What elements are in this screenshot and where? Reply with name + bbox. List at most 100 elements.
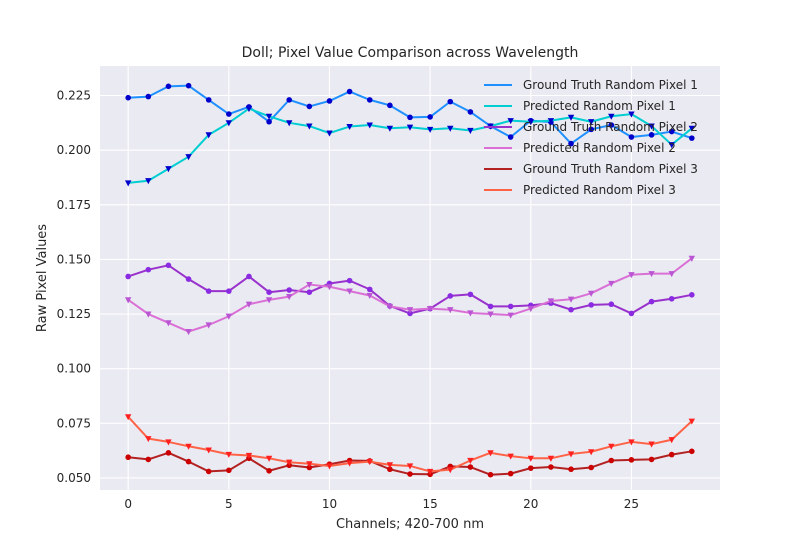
x-tick-label: 10 xyxy=(322,497,337,511)
data-point xyxy=(426,468,434,475)
data-point xyxy=(165,83,172,90)
y-tick-label: 0.075 xyxy=(57,416,91,430)
data-point xyxy=(668,437,675,444)
data-point xyxy=(568,140,574,147)
data-point xyxy=(608,443,615,450)
data-point xyxy=(185,276,192,282)
data-point xyxy=(648,271,655,278)
data-point xyxy=(547,118,555,125)
data-point xyxy=(447,307,454,314)
data-point xyxy=(628,111,635,118)
data-point xyxy=(326,130,333,137)
data-point xyxy=(407,471,413,477)
data-point xyxy=(447,98,454,105)
data-point xyxy=(286,120,293,127)
data-point xyxy=(487,311,494,318)
data-point xyxy=(668,271,675,278)
data-point xyxy=(547,298,555,305)
data-point xyxy=(366,97,373,103)
data-point xyxy=(165,439,172,446)
data-point xyxy=(688,125,696,132)
data-point xyxy=(346,288,353,295)
data-point xyxy=(145,456,152,463)
data-point xyxy=(648,441,655,448)
data-point xyxy=(205,288,212,294)
data-point xyxy=(145,93,152,100)
y-tick-label: 0.150 xyxy=(57,252,91,266)
data-point xyxy=(628,439,635,446)
y-tick-label: 0.050 xyxy=(57,471,91,485)
data-point xyxy=(608,301,615,308)
data-point xyxy=(648,132,655,138)
data-point xyxy=(185,328,192,336)
data-point xyxy=(205,447,212,454)
x-tick-label: 0 xyxy=(124,497,132,511)
data-point xyxy=(145,178,152,185)
data-point xyxy=(568,306,574,313)
data-point xyxy=(467,127,474,134)
data-point xyxy=(648,123,655,130)
data-point xyxy=(165,262,172,269)
data-point xyxy=(306,103,313,110)
data-point xyxy=(407,114,413,121)
legend-entry: Predicted Random Pixel 2 xyxy=(523,141,676,155)
y-axis-label: Raw Pixel Values xyxy=(35,224,50,332)
data-point xyxy=(205,132,212,139)
data-point xyxy=(467,457,474,465)
data-point xyxy=(185,443,192,450)
data-point xyxy=(608,113,615,120)
data-point xyxy=(306,123,313,130)
data-point xyxy=(306,289,313,296)
data-point xyxy=(628,457,635,463)
data-point xyxy=(145,266,152,273)
legend-entry: Ground Truth Random Pixel 1 xyxy=(523,78,698,92)
data-point xyxy=(547,455,555,462)
x-tick-labels: 0 5 10 15 20 25 xyxy=(124,497,639,511)
data-point xyxy=(125,454,131,461)
data-point xyxy=(266,118,272,125)
series-6 xyxy=(124,414,696,475)
legend-entry: Ground Truth Random Pixel 3 xyxy=(523,162,698,176)
data-point xyxy=(628,134,635,140)
data-point xyxy=(366,292,373,300)
data-point xyxy=(487,303,494,310)
data-point xyxy=(286,97,293,103)
data-point xyxy=(245,452,253,459)
data-point xyxy=(689,448,695,455)
x-tick-label: 20 xyxy=(523,497,538,511)
data-point xyxy=(326,463,333,470)
data-point xyxy=(407,310,413,317)
data-point xyxy=(507,303,514,310)
data-point xyxy=(366,122,373,129)
data-point xyxy=(587,290,595,297)
data-point xyxy=(507,453,514,460)
legend-entry: Predicted Random Pixel 3 xyxy=(523,183,676,197)
data-point xyxy=(527,465,534,471)
y-tick-label: 0.175 xyxy=(57,198,91,212)
y-tick-labels: 0.050 0.075 0.100 0.125 0.150 0.175 0.200 0.225 xyxy=(57,89,91,485)
data-point xyxy=(628,272,635,279)
data-point xyxy=(648,298,655,305)
data-point xyxy=(205,97,212,103)
data-point xyxy=(608,457,615,464)
data-point xyxy=(286,287,293,293)
data-point xyxy=(567,296,575,303)
data-point xyxy=(567,114,575,121)
data-point xyxy=(125,273,131,280)
x-tick-label: 5 xyxy=(225,497,233,511)
data-point xyxy=(507,118,514,125)
data-point xyxy=(467,291,474,298)
x-tick-label: 25 xyxy=(624,497,639,511)
data-point xyxy=(568,466,574,473)
data-point xyxy=(165,166,172,173)
data-point xyxy=(688,418,696,425)
data-point xyxy=(447,125,454,132)
data-point xyxy=(346,123,353,131)
data-point xyxy=(226,467,232,474)
data-point xyxy=(588,302,594,308)
data-point xyxy=(386,462,394,469)
data-point xyxy=(326,284,333,291)
data-point xyxy=(689,135,695,141)
data-point xyxy=(567,451,575,458)
data-point xyxy=(487,450,494,457)
